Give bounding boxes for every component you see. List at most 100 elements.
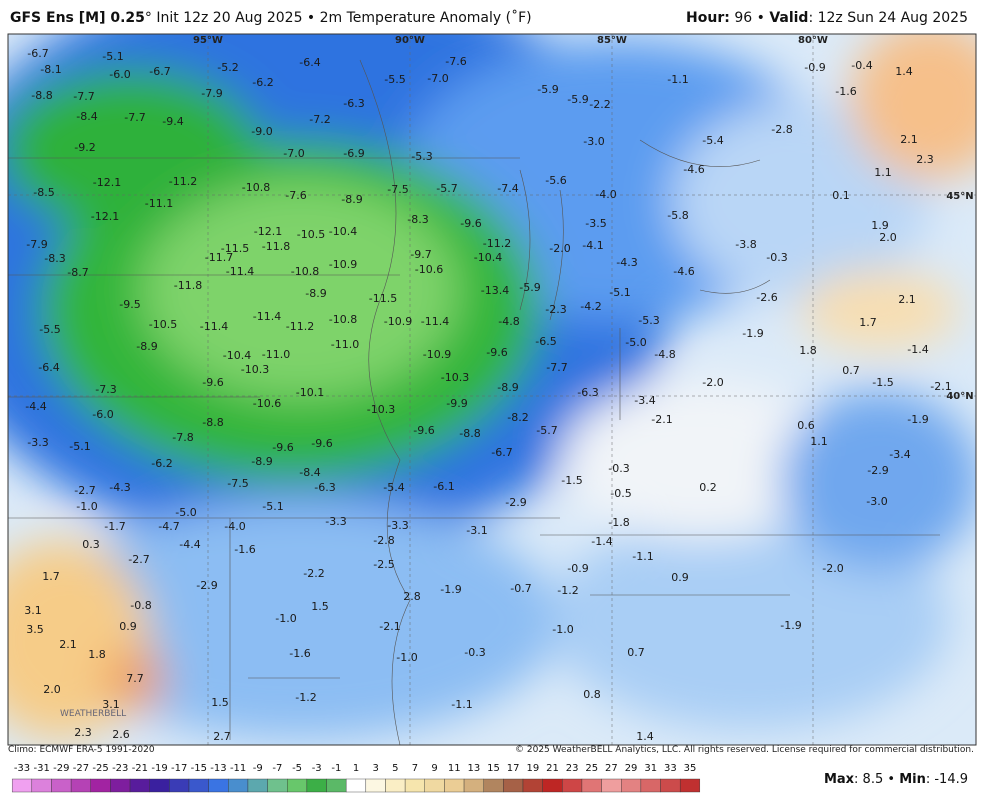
station-value: -2.6 <box>756 291 777 304</box>
colorbar-segment <box>90 778 111 793</box>
station-value: -10.9 <box>384 315 412 328</box>
station-value: -5.8 <box>667 209 688 222</box>
colorbar-tick-label: 19 <box>526 763 539 774</box>
station-value: -6.0 <box>92 408 113 421</box>
colorbar-segment <box>228 778 249 793</box>
station-value: -11.0 <box>262 348 290 361</box>
station-value: -2.1 <box>379 620 400 633</box>
colorbar-tick-label: 11 <box>448 763 461 774</box>
station-value: 2.8 <box>403 590 421 603</box>
station-value: -6.2 <box>252 76 273 89</box>
station-value: -7.9 <box>26 238 47 251</box>
colorbar-segment <box>208 778 229 793</box>
station-value: 2.1 <box>59 638 77 651</box>
station-value: -9.6 <box>202 376 223 389</box>
station-value: -2.9 <box>505 496 526 509</box>
station-value: -5.9 <box>519 281 540 294</box>
colorbar-tick-label: -5 <box>292 763 302 774</box>
colorbar-tick-label: -19 <box>151 763 167 774</box>
station-value: -3.0 <box>583 135 604 148</box>
colorbar-segment <box>345 778 367 793</box>
station-value: -7.7 <box>124 111 145 124</box>
station-value: -9.0 <box>251 125 272 138</box>
station-value: -3.4 <box>889 448 910 461</box>
station-value: -11.2 <box>286 320 314 333</box>
station-value: -9.4 <box>162 115 183 128</box>
station-value: 1.5 <box>311 600 329 613</box>
station-value: -5.1 <box>609 286 630 299</box>
station-value: -1.9 <box>907 413 928 426</box>
colorbar-tick-label: 7 <box>412 763 418 774</box>
station-value: -1.5 <box>872 376 893 389</box>
station-value: -10.8 <box>329 313 357 326</box>
station-value: -0.7 <box>510 582 531 595</box>
station-value: -4.0 <box>595 188 616 201</box>
station-value: -9.6 <box>460 217 481 230</box>
station-value: -9.6 <box>486 346 507 359</box>
station-value: -0.9 <box>804 61 825 74</box>
colorbar-segment <box>149 778 170 793</box>
station-value: -1.5 <box>561 474 582 487</box>
station-value: 1.7 <box>42 570 60 583</box>
colorbar-tick-label: 15 <box>487 763 500 774</box>
station-value: -6.0 <box>109 68 130 81</box>
station-value: -8.1 <box>40 63 61 76</box>
colorbar-segment <box>522 778 543 793</box>
station-value: -7.0 <box>427 72 448 85</box>
station-value: -6.1 <box>433 480 454 493</box>
colorbar-tick-label: 17 <box>507 763 520 774</box>
station-value: -11.8 <box>174 279 202 292</box>
station-value: -9.6 <box>311 437 332 450</box>
map-frame <box>7 33 977 746</box>
station-value: 0.7 <box>627 646 645 659</box>
station-value: -3.3 <box>27 436 48 449</box>
colorbar-tick-label: -25 <box>92 763 108 774</box>
station-value: -1.7 <box>104 520 125 533</box>
station-value: -1.9 <box>440 583 461 596</box>
separator: • <box>756 10 765 26</box>
station-value: -5.5 <box>384 73 405 86</box>
station-value: -11.1 <box>145 197 173 210</box>
station-value: -1.2 <box>557 584 578 597</box>
station-value: -8.3 <box>407 213 428 226</box>
colorbar-tick-label: 31 <box>644 763 657 774</box>
station-value: -3.1 <box>466 524 487 537</box>
station-value: -6.9 <box>343 147 364 160</box>
colorbar-tick-label: 29 <box>625 763 638 774</box>
station-value: 1.8 <box>88 648 106 661</box>
station-value: -1.0 <box>396 651 417 664</box>
station-value: -9.2 <box>74 141 95 154</box>
station-value: -5.1 <box>102 50 123 63</box>
anomaly-field <box>8 34 976 745</box>
station-value: 1.9 <box>871 219 889 232</box>
station-value: -4.8 <box>498 315 519 328</box>
station-value: 2.0 <box>879 231 897 244</box>
station-value: -1.1 <box>451 698 472 711</box>
colorbar-tick-label: -13 <box>210 763 226 774</box>
colorbar-segment <box>169 778 190 793</box>
colorbar-tick-label: 9 <box>431 763 437 774</box>
station-value: -10.4 <box>223 349 251 362</box>
station-value: -5.9 <box>537 83 558 96</box>
station-value: 3.1 <box>24 604 42 617</box>
station-value: -5.4 <box>702 134 723 147</box>
station-value: -6.5 <box>535 335 556 348</box>
grid-label: 95°W <box>193 35 223 46</box>
colorbar-tick-label: 1 <box>353 763 359 774</box>
station-value: -5.1 <box>262 500 283 513</box>
station-value: -11.8 <box>262 240 290 253</box>
colorbar-tick-label: -31 <box>33 763 49 774</box>
station-value: -10.9 <box>423 348 451 361</box>
station-value: -0.5 <box>610 487 631 500</box>
station-value: -0.3 <box>766 251 787 264</box>
colorbar-tick-label: -23 <box>112 763 128 774</box>
station-value: -10.8 <box>242 181 270 194</box>
station-value: 3.5 <box>26 623 44 636</box>
station-value: 0.8 <box>583 688 601 701</box>
station-value: -1.6 <box>289 647 310 660</box>
station-value: -7.4 <box>497 182 518 195</box>
max-label: Max <box>823 772 855 787</box>
station-value: -7.0 <box>283 147 304 160</box>
station-value: 2.7 <box>213 730 231 743</box>
